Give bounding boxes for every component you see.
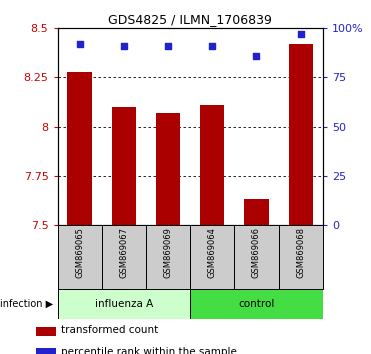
Text: GSM869065: GSM869065	[75, 227, 84, 278]
Text: GSM869067: GSM869067	[119, 227, 128, 278]
Bar	[190, 289, 323, 319]
Point	[121, 43, 127, 49]
Text: GSM869069: GSM869069	[164, 227, 173, 278]
Bar	[58, 225, 102, 289]
Text: GSM869068: GSM869068	[296, 227, 305, 278]
Text: influenza A: influenza A	[95, 298, 153, 309]
Text: control: control	[238, 298, 275, 309]
Title: GDS4825 / ILMN_1706839: GDS4825 / ILMN_1706839	[108, 13, 272, 26]
Bar	[58, 289, 190, 319]
Point	[77, 41, 83, 47]
Text: percentile rank within the sample: percentile rank within the sample	[61, 347, 237, 354]
Text: infection ▶: infection ▶	[0, 298, 53, 309]
Bar	[36, 327, 56, 336]
Bar	[146, 225, 190, 289]
Bar	[200, 105, 224, 225]
Bar	[156, 113, 180, 225]
Point	[253, 53, 259, 59]
Bar	[279, 225, 323, 289]
Bar	[244, 199, 269, 225]
Bar	[190, 225, 234, 289]
Bar	[289, 44, 313, 225]
Text: GSM869066: GSM869066	[252, 227, 261, 278]
Bar	[36, 348, 56, 354]
Point	[165, 43, 171, 49]
Point	[209, 43, 215, 49]
Bar	[112, 107, 136, 225]
Bar	[68, 72, 92, 225]
Text: GSM869064: GSM869064	[208, 227, 217, 278]
Point	[298, 32, 303, 37]
Bar	[102, 225, 146, 289]
Bar	[234, 225, 279, 289]
Text: transformed count: transformed count	[61, 325, 158, 335]
